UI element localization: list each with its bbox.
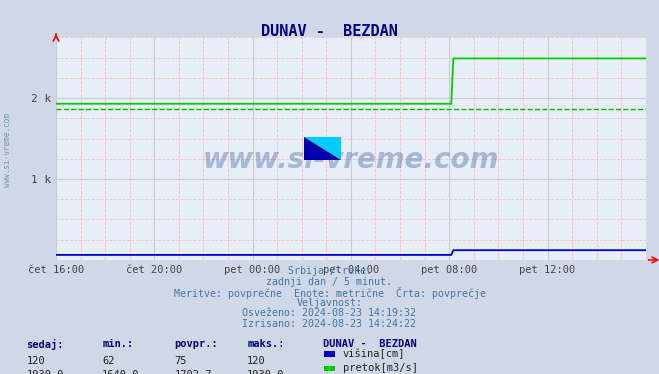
Text: maks.:: maks.: [247,339,285,349]
Text: 1930,0: 1930,0 [247,370,285,374]
Text: 1702,7: 1702,7 [175,370,212,374]
Text: Izrisano: 2024-08-23 14:24:22: Izrisano: 2024-08-23 14:24:22 [243,319,416,329]
Text: min.:: min.: [102,339,133,349]
Text: DUNAV -  BEZDAN: DUNAV - BEZDAN [323,339,416,349]
Bar [304,137,341,160]
Text: višina[cm]: višina[cm] [343,349,405,359]
Text: www.si-vreme.com: www.si-vreme.com [203,146,499,174]
Text: Osveženo: 2024-08-23 14:19:32: Osveženo: 2024-08-23 14:19:32 [243,308,416,318]
Text: www.si-vreme.com: www.si-vreme.com [3,113,13,187]
Text: povpr.:: povpr.: [175,339,218,349]
Text: DUNAV -  BEZDAN: DUNAV - BEZDAN [261,24,398,39]
Text: Meritve: povprečne  Enote: metrične  Črta: povprečje: Meritve: povprečne Enote: metrične Črta:… [173,287,486,299]
Text: 1640,0: 1640,0 [102,370,140,374]
Polygon shape [304,137,341,160]
Text: pretok[m3/s]: pretok[m3/s] [343,363,418,373]
Text: 1930,0: 1930,0 [26,370,64,374]
Text: Veljavnost:: Veljavnost: [297,298,362,308]
Text: 120: 120 [247,356,266,366]
Text: zadnji dan / 5 minut.: zadnji dan / 5 minut. [266,277,393,287]
Text: 120: 120 [26,356,45,366]
Polygon shape [304,137,341,160]
Text: 62: 62 [102,356,115,366]
Text: sedaj:: sedaj: [26,339,64,350]
Text: Srbija / reke.: Srbija / reke. [287,266,372,276]
Text: 75: 75 [175,356,187,366]
